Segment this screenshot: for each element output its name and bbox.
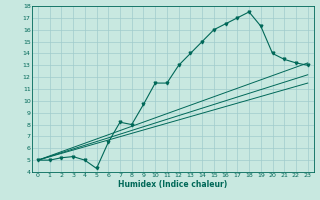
X-axis label: Humidex (Indice chaleur): Humidex (Indice chaleur) [118, 180, 228, 189]
